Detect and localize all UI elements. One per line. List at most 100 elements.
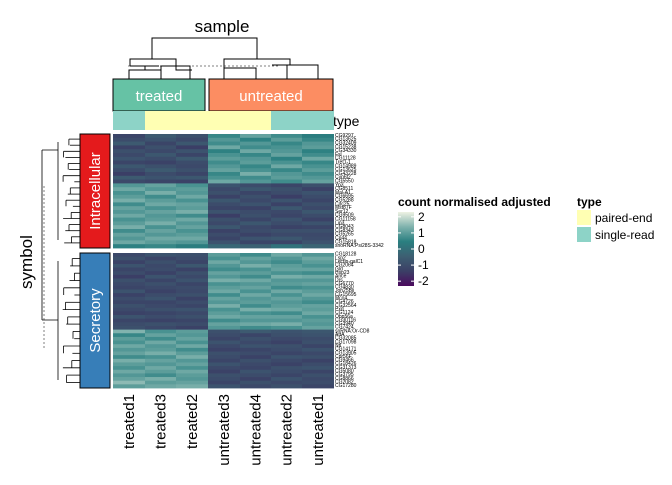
type-annotation-row: [113, 111, 334, 130]
heatmap-cell: [208, 285, 240, 290]
heatmap-cell: [145, 194, 176, 199]
heatmap-cell: [208, 311, 240, 316]
gene-label: Mal-A1: [335, 190, 351, 196]
heatmap-cell: [208, 263, 240, 268]
heatmap-cell: [271, 304, 302, 309]
heatmap-cell: [176, 137, 208, 142]
heatmap-cell: [113, 351, 145, 356]
heatmap-cell: [145, 183, 176, 188]
heatmap-cell: [145, 369, 176, 374]
heatmap-cell: [208, 145, 240, 150]
gene-label: CG32085: [335, 336, 357, 342]
gene-label: CG8343: [335, 228, 354, 234]
type-legend-title: type: [577, 195, 602, 209]
heatmap-cell: [240, 263, 271, 268]
heatmap-cell: [240, 282, 271, 287]
heatmap-cell: [145, 263, 176, 268]
gene-label: Ser12: [335, 209, 349, 215]
gene-label: CG32564: [335, 303, 357, 309]
heatmap-cell: [271, 191, 302, 196]
heatmap-cell: [113, 366, 145, 371]
heatmap-cell: [302, 307, 334, 312]
gene-label: CG5265: [335, 232, 354, 238]
heatmap-cell: [302, 236, 334, 241]
heatmap-cell: [271, 380, 302, 385]
heatmap-cell: [271, 344, 302, 349]
heatmap-cell: [208, 271, 240, 276]
heatmap-cell: [113, 187, 145, 192]
heatmap-cell: [240, 333, 271, 338]
heatmap-cell: [113, 175, 145, 180]
heatmap-cell: [271, 229, 302, 234]
heatmap-cell: [240, 267, 271, 272]
heatmap-cell: [302, 213, 334, 218]
heatmap-cell: [240, 253, 271, 258]
heatmap-cell: [302, 149, 334, 154]
heatmap-cell: [302, 377, 334, 382]
heatmap-cell: [208, 274, 240, 279]
heatmap-cell: [145, 278, 176, 283]
column-label-untreated1: untreated1: [310, 394, 327, 466]
heatmap-cell: [113, 267, 145, 272]
column-label-untreated4: untreated4: [248, 394, 265, 466]
heatmap-cell: [208, 366, 240, 371]
heatmap-cell: [113, 217, 145, 222]
heatmap-cell: [176, 318, 208, 323]
heatmap-cell: [240, 340, 271, 345]
heatmap-cell: [113, 232, 145, 237]
heatmap-cell: [113, 240, 145, 245]
heatmap-cell: [176, 229, 208, 234]
heatmap-cell: [113, 318, 145, 323]
gene-label: Tret1-1: [335, 159, 351, 165]
heatmap-cell: [240, 221, 271, 226]
heatmap-cell: [176, 362, 208, 367]
heatmap-cell: [302, 172, 334, 177]
heatmap-cell: [145, 191, 176, 196]
heatmap-cell: [271, 210, 302, 215]
heatmap-cell: [113, 307, 145, 312]
column-label-untreated2: untreated2: [279, 394, 296, 466]
heatmap-cell: [208, 179, 240, 184]
heatmap-cell: [176, 285, 208, 290]
heatmap-cell: [271, 202, 302, 207]
heatmap-cell: [208, 336, 240, 341]
heatmap-cell: [145, 236, 176, 241]
column-label-treated2: treated2: [184, 394, 201, 449]
heatmap-cell: [240, 351, 271, 356]
heatmap-cell: [145, 202, 176, 207]
gene-label: CG9297: [335, 133, 354, 139]
heatmap-cell: [113, 137, 145, 142]
heatmap-cell: [271, 351, 302, 356]
heatmap-cell: [240, 289, 271, 294]
type-cell-treated1: [113, 111, 145, 130]
gene-label: snoRNA:Psi28S-3342: [335, 243, 384, 249]
heatmap-cell: [176, 307, 208, 312]
heatmap-cell: [145, 217, 176, 222]
heatmap-cell: [208, 380, 240, 385]
heatmap-cell: [145, 340, 176, 345]
heatmap-cell: [113, 333, 145, 338]
heatmap-cell: [240, 244, 271, 249]
heatmap-cell: [176, 244, 208, 249]
heatmap-cell: [271, 377, 302, 382]
heatmap-cell: [208, 217, 240, 222]
heatmap-cell: [271, 358, 302, 363]
heatmap-cell: [145, 358, 176, 363]
gene-label: Drs: [335, 277, 343, 283]
heatmap-cell: [302, 333, 334, 338]
heatmap-cell: [240, 164, 271, 169]
heatmap-cell: [302, 179, 334, 184]
gene-label: Mco4: [335, 296, 347, 302]
heatmap-cell: [240, 325, 271, 331]
heatmap-cell: [208, 315, 240, 320]
heatmap-cell: [302, 183, 334, 188]
heatmap-cell: [271, 271, 302, 276]
gene-label: CG17280: [335, 383, 357, 389]
heatmap-cell: [240, 355, 271, 360]
heatmap-cell: [145, 232, 176, 237]
heatmap-cell: [113, 380, 145, 385]
gene-label: Ance: [335, 274, 347, 280]
heatmap-cell: [113, 253, 145, 258]
heatmap-cell: [176, 373, 208, 378]
heatmap-cell: [240, 311, 271, 316]
